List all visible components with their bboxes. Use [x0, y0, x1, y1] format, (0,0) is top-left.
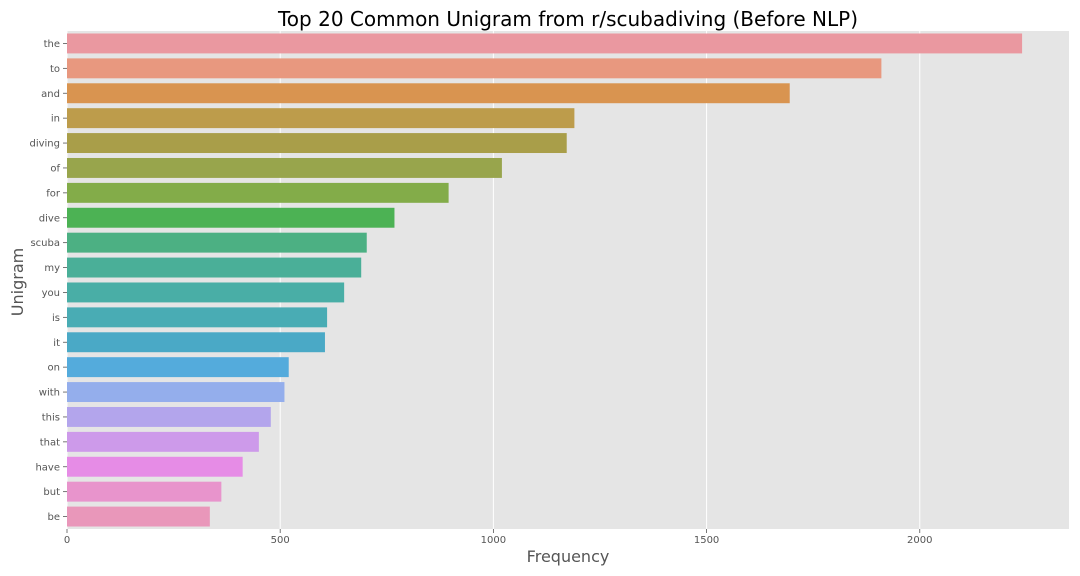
y-tick-label: scuba — [30, 238, 60, 249]
y-tick-label: diving — [29, 139, 60, 150]
y-tick-label: it — [53, 338, 60, 349]
y-tick-label: have — [35, 462, 60, 473]
bar-scuba — [67, 232, 367, 253]
bar-on — [67, 357, 289, 378]
x-axis-label: Frequency — [527, 547, 610, 566]
y-tick-label: for — [46, 188, 61, 199]
bar-have — [67, 456, 243, 477]
x-tick-label: 1000 — [481, 535, 506, 546]
x-tick-label: 0 — [64, 535, 70, 546]
chart-title: Top 20 Common Unigram from r/scubadiving… — [277, 7, 858, 31]
plot-area — [67, 31, 1069, 529]
bar-but — [67, 481, 222, 502]
bar-in — [67, 108, 575, 129]
x-tick-label: 1500 — [694, 535, 719, 546]
y-tick-label: with — [39, 388, 60, 399]
bar-that — [67, 431, 259, 452]
y-tick-label: be — [48, 512, 61, 523]
x-tick-label: 2000 — [907, 535, 932, 546]
bar-of — [67, 157, 502, 178]
y-tick-label: my — [44, 263, 60, 274]
x-tick-labels: 0 500 1000 1500 2000 — [64, 529, 932, 546]
bar-diving — [67, 133, 567, 154]
bar-for — [67, 182, 449, 203]
y-tick-label: is — [52, 313, 60, 324]
y-tick-labels: the to and in diving of for dive scuba my you is it o… — [29, 39, 67, 523]
bar-dive — [67, 207, 395, 228]
bar-is — [67, 307, 328, 328]
bar-and — [67, 83, 790, 104]
y-tick-label: that — [40, 437, 60, 448]
y-tick-label: and — [41, 89, 60, 100]
bar-to — [67, 58, 882, 79]
y-tick-label: you — [42, 288, 60, 299]
bars — [67, 33, 1023, 527]
y-tick-label: but — [43, 487, 60, 498]
y-tick-label: dive — [39, 213, 60, 224]
y-tick-label: this — [42, 412, 60, 423]
x-tick-label: 500 — [271, 535, 290, 546]
y-tick-label: in — [51, 114, 60, 125]
y-axis-label: Unigram — [8, 248, 27, 316]
bar-with — [67, 382, 285, 403]
y-tick-label: to — [50, 64, 60, 75]
y-tick-label: the — [44, 39, 60, 50]
bar-it — [67, 332, 325, 353]
bar-this — [67, 406, 271, 427]
bar-the — [67, 33, 1023, 54]
y-tick-label: of — [50, 163, 60, 174]
y-tick-label: on — [48, 363, 60, 374]
bar-be — [67, 506, 210, 527]
bar-my — [67, 257, 362, 278]
bar-you — [67, 282, 345, 303]
